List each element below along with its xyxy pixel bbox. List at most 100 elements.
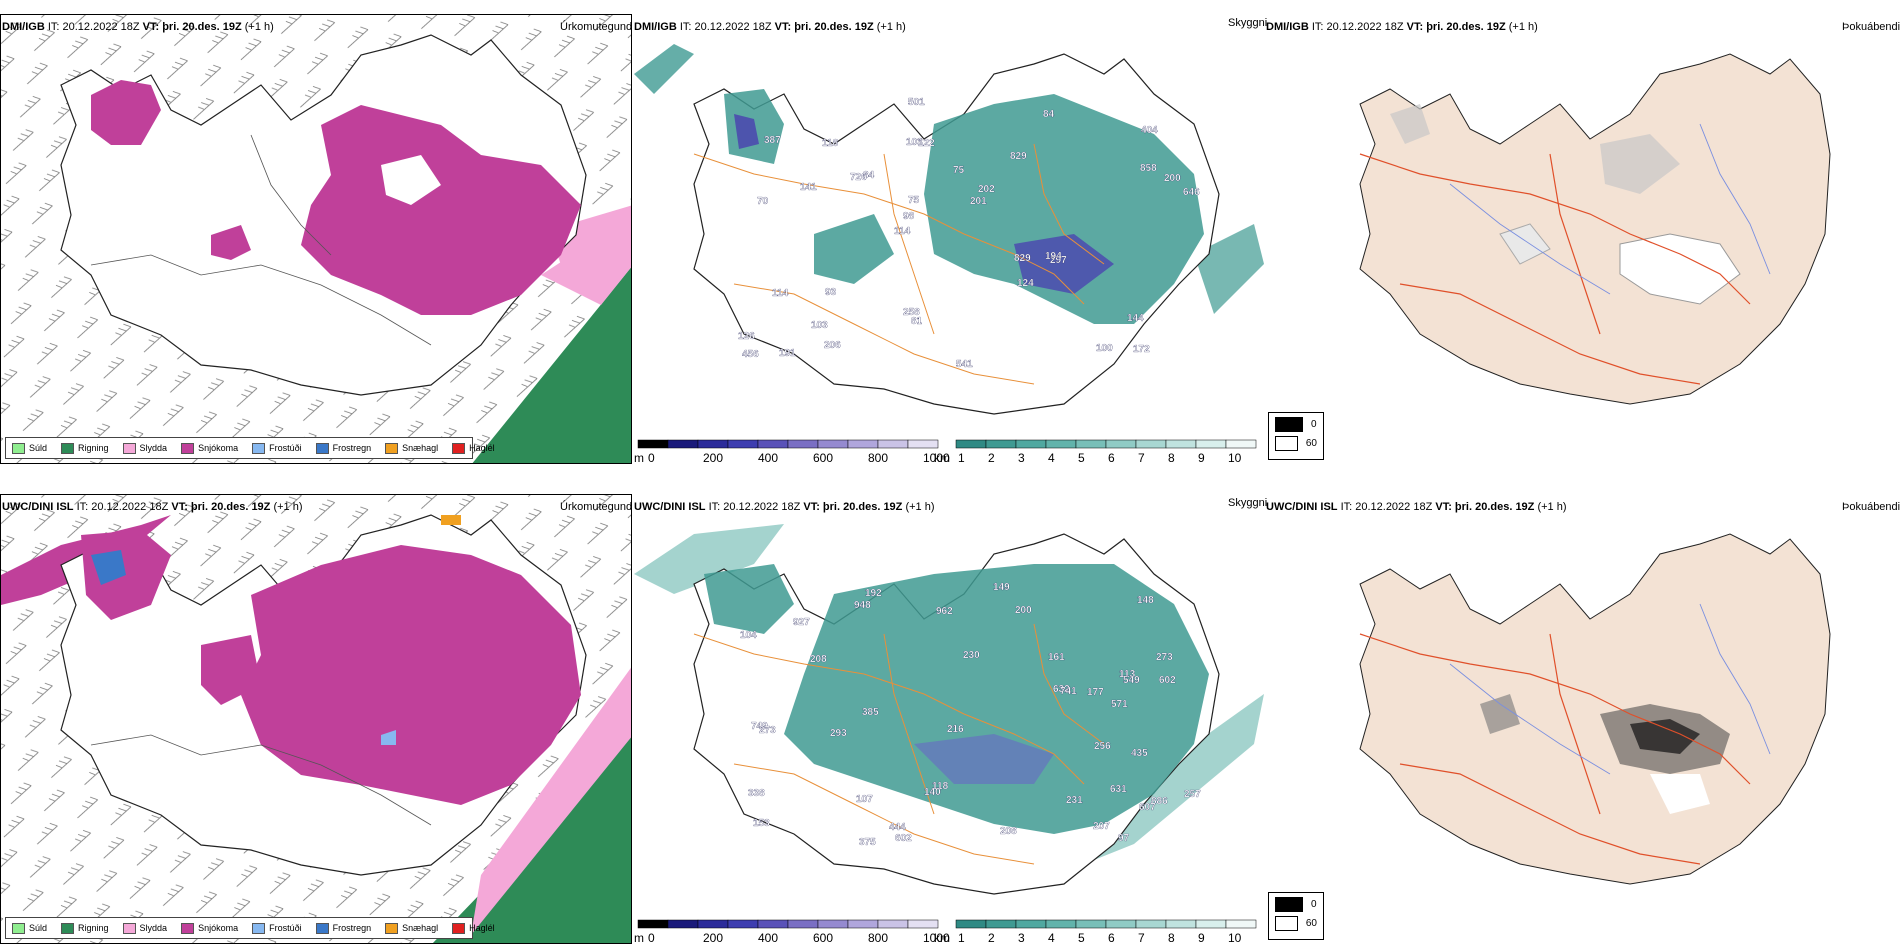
vis-value-label: 741 — [1060, 686, 1077, 697]
vis-value-label: 84 — [1043, 109, 1055, 120]
vis-value-label: 456 — [742, 349, 759, 360]
vis-value-label: 501 — [908, 97, 925, 108]
vis-value-label: 161 — [1048, 652, 1065, 663]
rain-area — [472, 267, 631, 463]
scale-tick: 10 — [1228, 931, 1242, 945]
vis-value-label: 231 — [1066, 795, 1083, 806]
model-name: DMI/IGB — [634, 21, 677, 33]
valid-time: VT: þri. 20.des. 19Z — [142, 21, 242, 33]
legend-swatch — [12, 442, 25, 454]
vis-value-label: 962 — [936, 606, 953, 617]
fog-legend-top: 0 60 — [1268, 412, 1324, 460]
vis-title-top: DMI/IGB IT: 20.12.2022 18Z VT: þri. 20.d… — [634, 20, 906, 34]
vis-value-label: 646 — [1183, 187, 1200, 198]
scale-segment — [757, 919, 789, 929]
legend-label: Snjókoma — [198, 923, 239, 933]
scale-tick: 200 — [703, 931, 723, 945]
scale-tick: 10 — [1228, 451, 1242, 465]
vis-value-label: 208 — [810, 654, 827, 665]
vis-value-label: 107 — [856, 794, 873, 805]
vis-value-label: 192 — [865, 588, 882, 599]
vis-value-label: 93 — [825, 287, 837, 298]
legend-label: Snæhagl — [402, 443, 439, 453]
scale-tick: 4 — [1048, 931, 1055, 945]
legend-item: Frostúði — [252, 922, 302, 934]
vis-value-label: 387 — [764, 135, 781, 146]
legend-swatch — [315, 922, 329, 934]
scale-segment — [727, 439, 759, 449]
scale-segment — [1045, 439, 1077, 449]
scale-segment — [1015, 439, 1047, 449]
scale-segment — [1135, 439, 1167, 449]
scale-segment — [697, 439, 729, 449]
scale-tick: 600 — [813, 931, 833, 945]
sleet-area — [471, 667, 631, 935]
fog-swatch — [1275, 897, 1303, 912]
vis-value-label: 98 — [903, 211, 915, 222]
legend-label: Súld — [29, 443, 48, 453]
precip-title-top: DMI/IGB IT: 20.12.2022 18Z VT: þri. 20.d… — [2, 20, 274, 34]
scale-tick: 5 — [1078, 931, 1085, 945]
legend-label: Rigning — [78, 923, 109, 933]
valid-time: VT: þri. 20.des. 19Z — [774, 21, 874, 33]
legend-label: Frostúði — [269, 443, 302, 453]
legend-item: Snæhagl — [385, 922, 438, 934]
scale-segment — [907, 919, 939, 929]
vis-value-label: 273 — [759, 725, 776, 736]
legend-swatch — [452, 442, 466, 454]
snow-area-east — [301, 105, 581, 315]
model-name: UWC/DINI ISL — [1266, 501, 1338, 513]
legend-swatch — [122, 922, 136, 934]
vis-value-label: 141 — [800, 182, 817, 193]
scale-unit: km — [934, 451, 950, 465]
scale-unit: m — [634, 451, 644, 465]
valid-time: VT: þri. 20.des. 19Z — [803, 501, 903, 513]
scale-segment — [1105, 919, 1137, 929]
precip-legend-bottom: Súld Rigning Slydda Snjókoma Frostúði Fr… — [5, 917, 495, 939]
scale-segment — [787, 439, 819, 449]
scale-segment — [847, 919, 879, 929]
scale-tick: 600 — [813, 451, 833, 465]
fog-title-bottom: UWC/DINI ISL IT: 20.12.2022 18Z VT: þri.… — [1266, 500, 1567, 514]
precip-panel-name-top: Úrkomutegund — [560, 21, 633, 33]
vis-value-label: 70 — [757, 196, 769, 207]
legend-label: Frostúði — [269, 923, 302, 933]
legend-item: Frostúði — [252, 442, 302, 454]
vis-value-label: 444 — [889, 822, 906, 833]
vis-value-label: 258 — [903, 307, 920, 318]
scale-segment — [1165, 919, 1197, 929]
legend-label: Súld — [29, 923, 48, 933]
vis-value-label: 602 — [895, 833, 912, 844]
init-time: IT: 20.12.2022 18Z — [679, 21, 772, 33]
scale-tick: 9 — [1198, 451, 1205, 465]
legend-swatch — [315, 442, 329, 454]
legend-item: Frostregn — [315, 442, 371, 454]
fog-swatch — [1275, 417, 1303, 432]
legend-label: Haglél — [469, 923, 495, 933]
lead-time: (+1 h) — [876, 21, 906, 33]
scale-tick: 1 — [958, 931, 965, 945]
legend-item: Slydda — [122, 442, 167, 454]
scale-tick: 1000 — [923, 931, 950, 945]
scale-tick: 200 — [703, 451, 723, 465]
scale-segment — [817, 919, 849, 929]
scale-segment — [667, 919, 699, 929]
fog-legend-row: 60 — [1275, 916, 1317, 931]
fog-legend-row: 0 — [1275, 897, 1317, 912]
legend-item: Súld — [12, 922, 48, 934]
valid-time: VT: þri. 20.des. 19Z — [1435, 501, 1535, 513]
vis-value-label: 200 — [1015, 605, 1032, 616]
scale-tick: 4 — [1048, 451, 1055, 465]
legend-swatch — [181, 442, 195, 454]
legend-swatch — [181, 922, 195, 934]
vis-value-label: 206 — [824, 340, 841, 351]
vis-value-label: 177 — [1087, 687, 1104, 698]
lead-time: (+1 h) — [273, 501, 303, 513]
precip-map-top — [1, 15, 631, 463]
legend-item: Snjókoma — [181, 922, 239, 934]
vis-value-label: 886 — [1151, 796, 1168, 807]
scale-tick: 6 — [1108, 931, 1115, 945]
vis-value-label: 293 — [830, 728, 847, 739]
fog-swatch — [1275, 916, 1298, 931]
